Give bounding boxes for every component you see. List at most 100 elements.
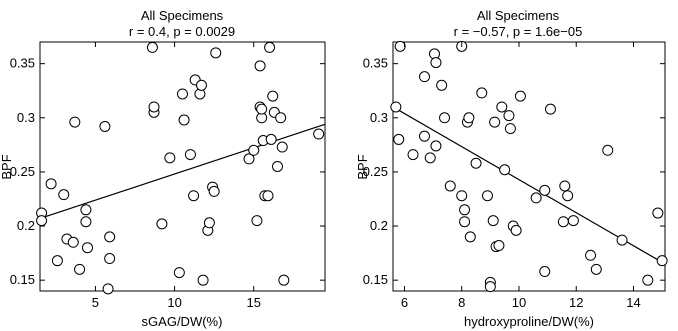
data-point bbox=[444, 180, 456, 192]
data-point bbox=[173, 267, 185, 279]
data-point bbox=[178, 114, 190, 126]
data-point bbox=[267, 90, 279, 102]
y-tick-label: 0.3 bbox=[370, 110, 388, 125]
data-point bbox=[489, 116, 501, 128]
data-point bbox=[146, 41, 158, 53]
y-tick-label: 0.35 bbox=[10, 56, 35, 71]
chart-subtitle: r = −0.57, p = 1.6e−05 bbox=[454, 24, 583, 39]
data-point bbox=[69, 116, 81, 128]
data-point bbox=[484, 281, 496, 293]
data-point bbox=[616, 234, 628, 246]
x-tick-label: 5 bbox=[92, 295, 99, 310]
data-point bbox=[590, 263, 602, 275]
data-point bbox=[80, 216, 92, 228]
data-point bbox=[67, 236, 79, 248]
chart-hydroxyproline: All Specimens r = −0.57, p = 1.6e−05 6 8 1… bbox=[355, 8, 668, 329]
data-point bbox=[262, 190, 274, 202]
data-point bbox=[177, 88, 188, 100]
data-point bbox=[393, 133, 405, 145]
data-point bbox=[585, 249, 597, 261]
data-point bbox=[313, 128, 325, 140]
data-point bbox=[275, 112, 287, 124]
data-point bbox=[459, 204, 471, 216]
data-point bbox=[642, 274, 654, 286]
y-axis-label: BPF bbox=[0, 154, 14, 179]
data-point bbox=[499, 164, 511, 176]
data-point bbox=[203, 217, 215, 229]
scatter-points bbox=[390, 40, 668, 293]
data-point bbox=[562, 190, 574, 202]
plot-area bbox=[39, 41, 326, 292]
data-point bbox=[514, 90, 526, 102]
axis-ticks: 6 8 10 12 14 0.15 0.2 0.25 0.3 0.35 bbox=[363, 42, 665, 310]
data-point bbox=[559, 180, 571, 192]
data-point bbox=[539, 184, 551, 196]
data-point bbox=[463, 112, 475, 124]
data-point bbox=[567, 215, 579, 227]
data-point bbox=[496, 101, 508, 113]
y-tick-label: 0.2 bbox=[17, 218, 35, 233]
y-axis-label: BPF bbox=[355, 154, 370, 179]
data-point bbox=[164, 152, 176, 164]
data-point bbox=[439, 112, 451, 124]
data-point bbox=[493, 240, 505, 252]
chart-sgag: All Specimens r = 0.4, p = 0.0029 5 10 15 0… bbox=[0, 8, 326, 329]
x-tick-label: 10 bbox=[167, 295, 181, 310]
y-tick-label: 0.35 bbox=[363, 56, 388, 71]
data-point bbox=[276, 141, 288, 153]
data-point bbox=[184, 149, 196, 161]
data-point bbox=[430, 57, 442, 69]
x-tick-label: 10 bbox=[512, 295, 526, 310]
data-point bbox=[251, 215, 263, 227]
data-point bbox=[256, 103, 268, 115]
data-point bbox=[248, 144, 260, 156]
chart-title: All Specimens bbox=[477, 8, 560, 23]
data-point bbox=[278, 274, 290, 286]
data-point bbox=[652, 207, 664, 219]
x-tick-label: 15 bbox=[247, 295, 261, 310]
x-tick-label: 12 bbox=[569, 295, 583, 310]
data-point bbox=[394, 40, 406, 52]
data-point bbox=[456, 190, 468, 202]
regression-line bbox=[39, 123, 326, 220]
y-tick-label: 0.3 bbox=[17, 110, 35, 125]
data-point bbox=[156, 218, 168, 230]
y-tick-label: 0.15 bbox=[363, 272, 388, 287]
data-point bbox=[243, 153, 255, 165]
data-point bbox=[481, 190, 493, 202]
data-point bbox=[539, 266, 551, 278]
data-point bbox=[418, 71, 430, 83]
data-point bbox=[470, 157, 482, 169]
y-tick-label: 0.25 bbox=[363, 164, 388, 179]
data-point bbox=[80, 204, 92, 216]
data-point bbox=[476, 87, 488, 99]
data-point bbox=[418, 130, 430, 142]
data-point bbox=[390, 101, 402, 113]
x-axis-label: sGAG/DW(%) bbox=[142, 314, 223, 329]
data-point bbox=[530, 192, 542, 204]
data-point bbox=[504, 123, 516, 135]
scatter-points bbox=[36, 41, 326, 295]
y-tick-label: 0.15 bbox=[10, 272, 35, 287]
chart-subtitle: r = 0.4, p = 0.0029 bbox=[129, 24, 235, 39]
y-tick-label: 0.2 bbox=[370, 218, 388, 233]
x-tick-label: 8 bbox=[458, 295, 465, 310]
data-point bbox=[424, 152, 436, 164]
x-axis-label: hydroxyproline/DW(%) bbox=[464, 314, 594, 329]
data-point bbox=[51, 255, 63, 267]
data-point bbox=[464, 231, 476, 243]
data-point bbox=[102, 283, 114, 295]
data-point bbox=[58, 189, 70, 201]
data-point bbox=[104, 231, 116, 243]
data-point bbox=[210, 47, 222, 59]
data-point bbox=[104, 253, 116, 265]
data-point bbox=[82, 242, 93, 254]
x-tick-label: 6 bbox=[401, 295, 408, 310]
data-point bbox=[99, 120, 111, 132]
data-point bbox=[430, 140, 442, 152]
data-point bbox=[148, 101, 160, 113]
data-point bbox=[544, 103, 556, 115]
plot-area bbox=[392, 41, 666, 292]
data-point bbox=[36, 215, 48, 227]
chart-title: All Specimens bbox=[141, 8, 224, 23]
